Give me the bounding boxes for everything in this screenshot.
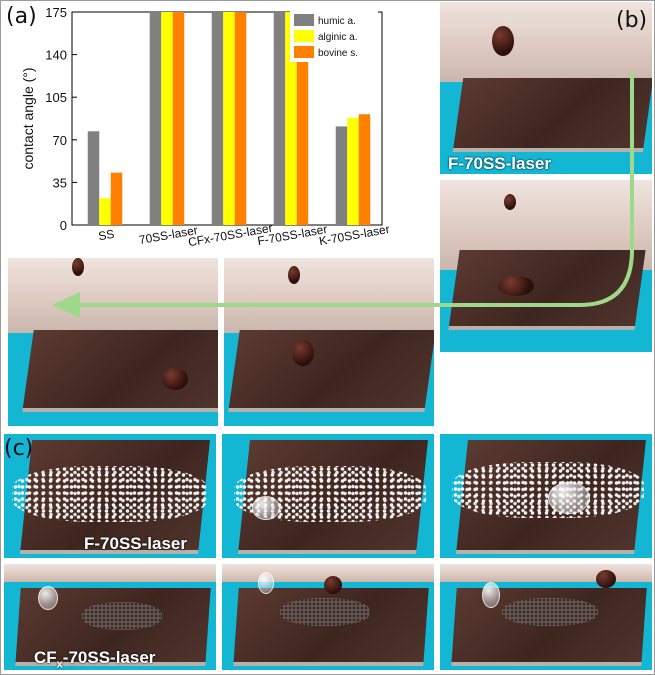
legend-swatch xyxy=(294,14,314,26)
photo-b-caption: F-70SS-laser xyxy=(448,154,551,173)
bar-alginica-3 xyxy=(285,12,297,225)
photo-c-bottom-caption: CFx-70SS-laser xyxy=(34,648,155,670)
bar-humica-0 xyxy=(87,131,100,225)
legend-label: humic a. xyxy=(318,16,356,27)
bar-humica-2 xyxy=(211,12,224,225)
bar-bovines-4 xyxy=(358,114,371,225)
y-tick-label: 35 xyxy=(53,175,67,190)
bar-alginica-1 xyxy=(161,12,173,225)
photo-b-bottom-left xyxy=(8,258,218,426)
y-axis-label: contact angle (°) xyxy=(20,67,36,169)
photo-c-bottom-1: CFx-70SS-laser xyxy=(4,564,216,670)
bar-bovines-2 xyxy=(234,12,247,225)
bar-humica-1 xyxy=(149,12,162,225)
photo-b-bottom-right xyxy=(224,258,434,426)
legend-label: bovine s. xyxy=(318,48,358,59)
photo-c-bottom-2 xyxy=(222,564,434,670)
panel-label-b: (b) xyxy=(616,8,648,33)
caption-subscript-x: x xyxy=(56,658,63,670)
x-tick-label: SS xyxy=(97,227,115,244)
bar-humica-4 xyxy=(335,126,348,225)
y-tick-label: 140 xyxy=(45,48,67,63)
photo-c-bottom-3 xyxy=(440,564,652,670)
legend-swatch xyxy=(294,30,314,42)
photo-b-middle xyxy=(440,180,652,352)
photo-b-top: F-70SS-laser xyxy=(440,2,652,174)
bar-humica-3 xyxy=(273,12,286,225)
bar-bovines-3 xyxy=(296,12,309,225)
legend-label: alginic a. xyxy=(318,32,357,43)
panel-label-c: (c) xyxy=(4,436,34,461)
photo-c-top-1: F-70SS-laser xyxy=(4,434,216,558)
y-tick-label: 0 xyxy=(60,218,67,233)
photo-c-caption: F-70SS-laser xyxy=(84,534,187,553)
bar-alginica-4 xyxy=(347,117,359,225)
y-tick-label: 70 xyxy=(53,133,67,148)
y-tick-label: 175 xyxy=(45,5,67,20)
photo-c-top-2 xyxy=(222,434,434,558)
y-tick-label: 105 xyxy=(45,90,67,105)
bar-bovines-0 xyxy=(110,172,123,225)
photo-c-top-3 xyxy=(440,434,652,558)
panel-label-a: (a) xyxy=(6,4,37,29)
caption-cf: CF xyxy=(34,648,57,667)
bar-alginica-0 xyxy=(99,198,111,225)
bar-alginica-2 xyxy=(223,12,235,225)
sequence-arrow xyxy=(52,72,634,318)
bar-bovines-1 xyxy=(172,12,185,225)
caption-rest: -70SS-laser xyxy=(62,648,156,667)
legend-swatch xyxy=(294,46,314,58)
